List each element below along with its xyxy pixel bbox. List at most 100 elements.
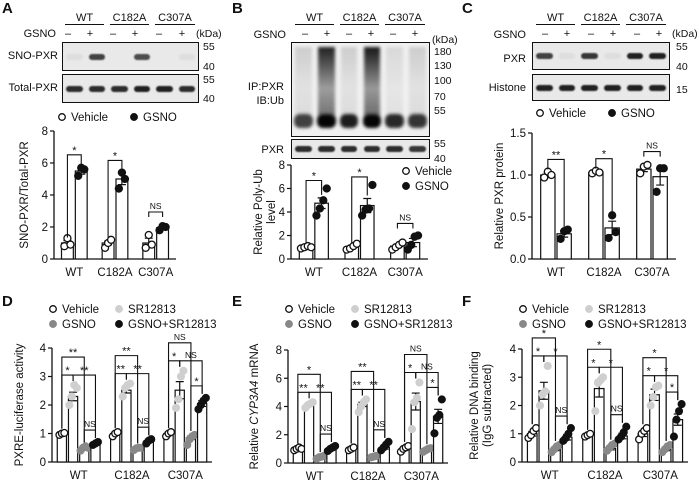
y-tick-label: 4	[42, 190, 49, 202]
data-point	[147, 435, 156, 444]
legend-label: Vehicle	[549, 108, 586, 120]
y-tick-label: 4	[276, 402, 283, 414]
blot-histone	[532, 74, 670, 101]
significance-label: *	[72, 145, 77, 157]
significance-bracket	[665, 391, 679, 442]
significance-bracket	[83, 429, 97, 443]
y-tick-label: 2	[276, 430, 282, 442]
significance-label: *	[609, 357, 614, 369]
chart-panel-e: Vehicle SR12813 GSNO GSNO+SR12813 0 2 4 6 8 Relat…	[249, 304, 453, 481]
data-point	[285, 320, 293, 328]
gsno-sign: +	[411, 28, 419, 40]
data-point	[113, 428, 122, 437]
significance-bracket	[396, 222, 414, 229]
legend-label: GSNO	[532, 319, 566, 331]
y-tick-label: 6	[42, 158, 48, 170]
data-point	[402, 167, 410, 175]
blot-band	[536, 84, 553, 91]
significance-label: **	[299, 382, 308, 394]
significance-bracket	[72, 374, 97, 439]
y-axis-label: (IgG subtracted)	[482, 364, 494, 447]
y-tick-label: 4	[510, 344, 517, 356]
kda-marker: 70	[434, 91, 446, 103]
data-point	[368, 180, 377, 190]
significance-bracket	[137, 426, 150, 444]
blot-band	[649, 53, 666, 59]
bar	[593, 387, 605, 463]
blot-label-sno-pxr: SNO-PXR	[7, 50, 58, 62]
blot-band	[558, 84, 576, 91]
genotype-header-wt: WT	[62, 12, 107, 25]
y-axis-label: level	[266, 200, 278, 224]
data-point	[67, 392, 76, 401]
y-tick-label: 6	[279, 184, 285, 196]
gsno-sign: +	[609, 28, 617, 40]
data-point	[285, 305, 293, 313]
data-point	[179, 366, 188, 375]
blot-band	[178, 53, 195, 60]
data-point	[415, 378, 424, 387]
data-point	[622, 422, 631, 431]
blot-pxr	[291, 139, 430, 159]
legend-label: SR12813	[128, 304, 176, 316]
blot-band	[649, 84, 666, 91]
significance-bracket	[595, 158, 613, 219]
genotype-header-wt: WT	[533, 12, 578, 25]
significance-label: *	[408, 362, 413, 374]
blot-band	[626, 84, 644, 91]
significance-bracket	[319, 433, 333, 452]
y-tick-label: 8	[42, 126, 48, 138]
data-point	[118, 392, 127, 401]
data-point	[58, 113, 66, 121]
significance-label: *	[670, 382, 675, 394]
significance-label: *	[602, 149, 607, 161]
blot-band	[604, 84, 621, 91]
x-tick-label: WT	[547, 267, 565, 279]
significance-label: NS	[646, 141, 658, 151]
y-tick-label: 4	[40, 343, 47, 355]
gsno-sign: –	[587, 28, 595, 40]
y-axis-label: Relative Poly-Ub	[253, 169, 265, 255]
bar	[636, 168, 652, 260]
y-tick-label: 8	[276, 345, 282, 357]
blot-label-pxr: PXR	[503, 53, 526, 65]
legend-label: GSNO	[62, 319, 96, 331]
data-point	[643, 160, 652, 170]
significance-label: *	[591, 357, 596, 369]
kda-marker: 40	[676, 61, 688, 73]
legend-label: SR12813	[364, 304, 412, 316]
significance-label: *	[597, 339, 602, 351]
ubiquitin-smear	[386, 47, 404, 116]
significance-label: NS	[320, 423, 332, 433]
significance-label: *	[113, 150, 118, 162]
data-point	[636, 169, 645, 178]
x-tick-label: C182A	[350, 471, 385, 481]
significance-bracket	[547, 158, 565, 228]
significance-label: *	[664, 366, 669, 378]
y-axis-label: Relative CYP3A4 mRNA	[249, 343, 261, 469]
significance-label: *	[652, 348, 657, 360]
significance-bracket	[598, 366, 623, 423]
x-tick-label: C307A	[168, 470, 203, 481]
data-point	[322, 184, 331, 193]
y-tick-label: 2	[42, 222, 48, 234]
data-point	[319, 196, 328, 205]
data-point	[60, 428, 69, 437]
legend-label: Vehicle	[298, 304, 335, 316]
data-point	[654, 381, 663, 390]
legend-label: GSNO	[298, 319, 332, 331]
data-point	[659, 164, 668, 173]
gsno-row-label: GSNO	[253, 29, 286, 41]
data-point	[413, 231, 423, 240]
y-tick-label: 4	[279, 207, 286, 219]
kda-marker: 40	[203, 61, 215, 73]
significance-label: *	[194, 376, 199, 388]
significance-label: *	[430, 377, 435, 389]
significance-label: **	[117, 364, 126, 376]
significance-bracket	[125, 373, 150, 436]
legend-label: GSNO+SR12813	[598, 319, 687, 331]
data-point	[115, 320, 123, 328]
data-point	[308, 398, 317, 407]
error-bar	[363, 197, 372, 214]
data-point	[115, 305, 123, 313]
